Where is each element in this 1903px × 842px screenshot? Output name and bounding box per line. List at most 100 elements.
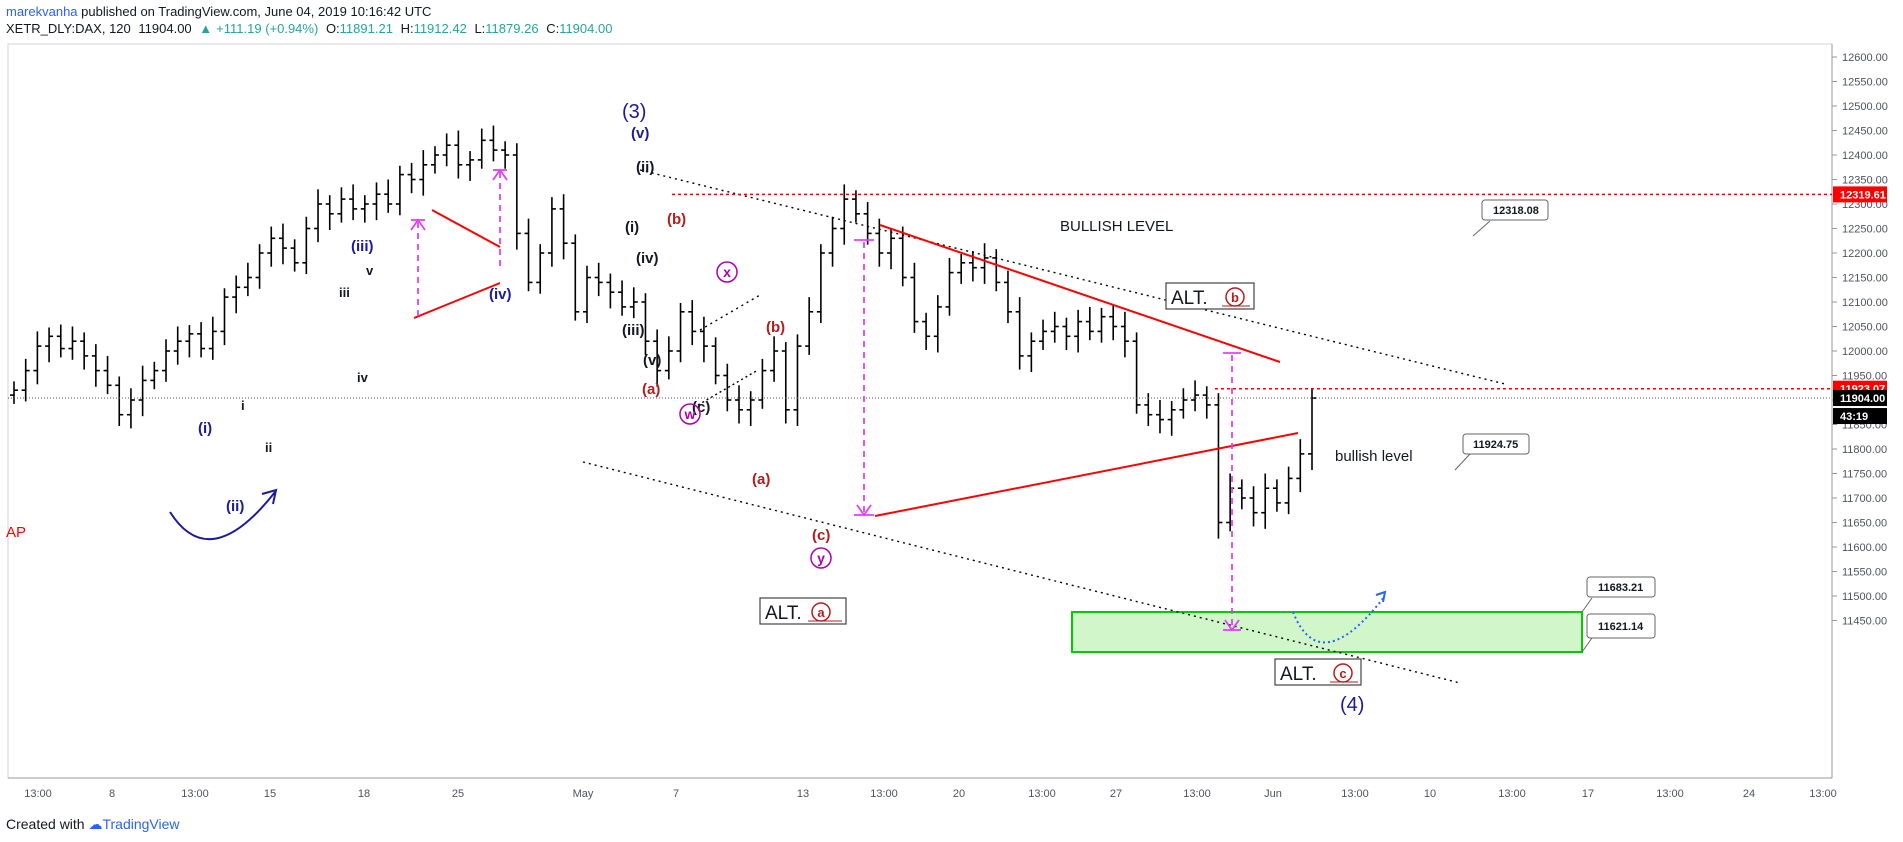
ohlc-bar — [419, 150, 428, 196]
svg-text:ALT.: ALT. — [1280, 664, 1317, 685]
price-axis-label: 11550.00 — [1842, 567, 1887, 579]
ohlc-bar — [115, 376, 124, 426]
time-axis-label: 24 — [1743, 788, 1755, 800]
wave-a-red-2: (a) — [752, 471, 770, 488]
ohlc-bar — [501, 141, 510, 169]
time-axis-label: 13:00 — [1183, 788, 1211, 800]
callout-11621[interactable]: 11621.14 — [1581, 613, 1656, 653]
price-axis-label: 12600.00 — [1842, 52, 1888, 64]
ohlc-bar — [571, 234, 580, 321]
tradingview-logo-icon: ☁ — [88, 816, 103, 832]
callout-11924[interactable]: 11924.75 — [1454, 433, 1530, 471]
alt-a-box[interactable]: ALT. a — [759, 597, 847, 625]
wave-3-label: (3) — [622, 101, 646, 123]
upper-channel-line[interactable] — [639, 169, 1506, 385]
price-axis-label: 12150.00 — [1842, 273, 1888, 285]
price-axis-label: 12200.00 — [1842, 248, 1888, 260]
projection-arrow-head — [1375, 590, 1387, 603]
ohlc-bar — [477, 128, 486, 169]
ohlc-bar — [454, 130, 463, 179]
price-axis[interactable]: 12600.00 12550.00 12500.00 12450.00 12400.00… — [1832, 52, 1888, 628]
svg-text:ALT.: ALT. — [1171, 288, 1208, 309]
ohlc-bar — [10, 381, 18, 404]
price-axis-label: 12050.00 — [1842, 322, 1888, 334]
ohlc-bar — [945, 257, 954, 316]
ohlc-bar — [746, 391, 755, 426]
svg-text:12318.08: 12318.08 — [1493, 205, 1539, 217]
svg-text:12319.61: 12319.61 — [1840, 189, 1886, 201]
ohlc-bar — [1085, 306, 1094, 341]
ohlc-bar — [781, 342, 790, 424]
close-value: 11904.00 — [559, 21, 613, 36]
wave-y-circle: y — [817, 550, 825, 566]
ohlc-bar — [80, 332, 89, 370]
price-axis-label: 11750.00 — [1842, 469, 1887, 481]
wave-3v-label: (v) — [631, 125, 649, 142]
ohlc-bar — [290, 239, 299, 272]
ohlc-bar — [91, 344, 100, 387]
ohlc-bar — [629, 287, 638, 319]
ohlc-bar — [384, 179, 393, 213]
wave-x-circle: x — [723, 264, 731, 280]
ohlc-bars — [10, 125, 1316, 539]
time-axis-label: 17 — [1582, 788, 1594, 800]
ohlc-bar — [395, 165, 404, 216]
ohlc-bar — [1155, 400, 1164, 434]
wave-v-black: (v) — [643, 352, 661, 369]
ohlc-bar — [1167, 400, 1176, 436]
wave-b-red-2: (b) — [766, 319, 785, 336]
callout-12318[interactable]: 12318.08 — [1472, 199, 1549, 237]
ohlc-bar — [606, 273, 615, 309]
ohlc-bar — [337, 187, 346, 223]
callout-11683[interactable]: 11683.21 — [1581, 576, 1656, 613]
low-value: 11879.26 — [485, 21, 539, 36]
w-x-dotted-line — [699, 294, 761, 331]
flag-upper-line — [431, 209, 501, 248]
wave-iii-black: (iii) — [622, 322, 645, 339]
time-axis-label: 13:00 — [1498, 788, 1526, 800]
time-axis-label: 8 — [109, 788, 115, 800]
ohlc-bar — [1003, 270, 1012, 324]
ohlc-bar — [887, 229, 896, 270]
ohlc-bar — [922, 312, 931, 351]
ohlc-bar — [1132, 332, 1141, 414]
tradingview-link[interactable]: TradingView — [102, 816, 180, 832]
ohlc-bar — [723, 363, 732, 412]
svg-text:11904.00: 11904.00 — [1840, 393, 1885, 405]
ohlc-bar — [594, 262, 603, 297]
ohlc-bar — [197, 322, 206, 358]
price-axis-label: 11650.00 — [1842, 518, 1887, 530]
wave-iv-small: iv — [357, 370, 369, 385]
time-axis-label: 13:00 — [1809, 788, 1837, 800]
time-axis-label: 7 — [673, 788, 679, 800]
price-axis-label: 11500.00 — [1842, 591, 1887, 603]
alt-c-box[interactable]: ALT. c — [1274, 658, 1362, 686]
ohlc-bar — [173, 326, 182, 365]
time-axis[interactable]: 13:00 8 13:00 15 18 25 May 7 13 13:00 20 13:00 27 13:… — [24, 788, 1837, 800]
low-label: L: — [474, 21, 486, 36]
ohlc-bar — [314, 189, 323, 243]
blue-arrow-head — [261, 488, 278, 505]
ohlc-bar — [103, 355, 112, 395]
support-zone[interactable] — [1071, 611, 1583, 653]
wave-ii-black: (ii) — [636, 159, 654, 176]
small-dotted-line — [697, 369, 759, 406]
price-tag: 43:19 — [1833, 408, 1887, 425]
ohlc-bar — [1237, 479, 1246, 510]
ohlc-bar — [1039, 319, 1048, 351]
triangle-upper-line[interactable] — [879, 224, 1281, 363]
ohlc-bar — [68, 326, 77, 360]
lower-channel-line[interactable] — [582, 461, 1461, 684]
ohlc-bar — [185, 325, 194, 358]
time-axis-label: 27 — [1110, 788, 1122, 800]
last-price: 11904.00 — [138, 21, 192, 36]
ohlc-bar — [840, 184, 849, 245]
price-axis-label: 11800.00 — [1842, 444, 1887, 456]
author-link[interactable]: marekvanha — [6, 4, 78, 19]
time-axis-label: 13:00 — [870, 788, 898, 800]
triangle-lower-line[interactable] — [874, 432, 1299, 517]
alt-b-box[interactable]: ALT. b — [1165, 282, 1255, 310]
wave-ii-blue: (ii) — [226, 498, 244, 515]
